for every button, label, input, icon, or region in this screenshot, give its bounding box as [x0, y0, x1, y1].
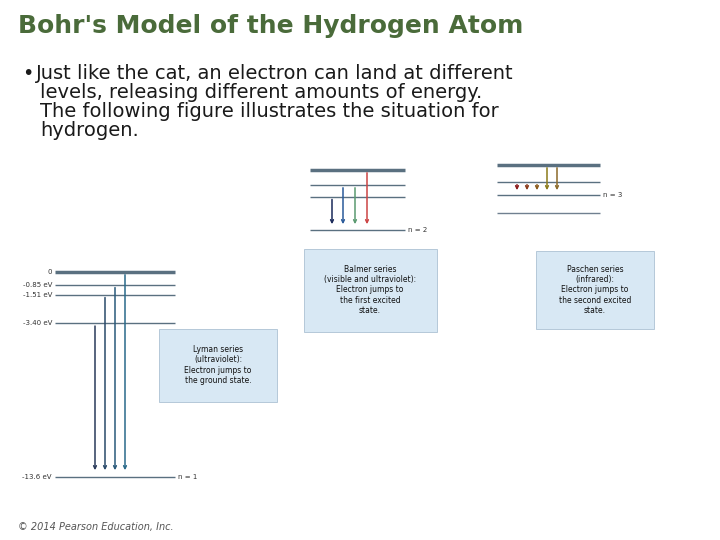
Text: hydrogen.: hydrogen.: [40, 121, 139, 140]
Text: Lyman series
(ultraviolet):
Electron jumps to
the ground state.: Lyman series (ultraviolet): Electron jum…: [184, 345, 252, 385]
Text: levels, releasing different amounts of energy.: levels, releasing different amounts of e…: [40, 83, 482, 102]
Text: -0.85 eV: -0.85 eV: [22, 282, 52, 288]
Text: Just like the cat, an electron can land at different: Just like the cat, an electron can land …: [36, 64, 513, 83]
Text: n = 2: n = 2: [408, 227, 427, 233]
Text: •: •: [22, 64, 33, 83]
FancyBboxPatch shape: [159, 328, 277, 402]
Text: Balmer series
(visible and ultraviolet):
Electron jumps to
the first excited
sta: Balmer series (visible and ultraviolet):…: [324, 265, 416, 315]
Text: 0: 0: [48, 269, 52, 275]
Text: © 2014 Pearson Education, Inc.: © 2014 Pearson Education, Inc.: [18, 522, 174, 532]
Text: -13.6 eV: -13.6 eV: [22, 474, 52, 480]
FancyBboxPatch shape: [536, 251, 654, 329]
Text: The following figure illustrates the situation for: The following figure illustrates the sit…: [40, 102, 499, 121]
Text: -3.40 eV: -3.40 eV: [22, 320, 52, 326]
Text: Bohr's Model of the Hydrogen Atom: Bohr's Model of the Hydrogen Atom: [18, 14, 523, 38]
FancyBboxPatch shape: [304, 248, 436, 332]
Text: n = 1: n = 1: [178, 474, 197, 480]
Text: Paschen series
(infrared):
Electron jumps to
the second excited
state.: Paschen series (infrared): Electron jump…: [559, 265, 631, 315]
Text: n = 3: n = 3: [603, 192, 622, 198]
Text: -1.51 eV: -1.51 eV: [22, 292, 52, 298]
